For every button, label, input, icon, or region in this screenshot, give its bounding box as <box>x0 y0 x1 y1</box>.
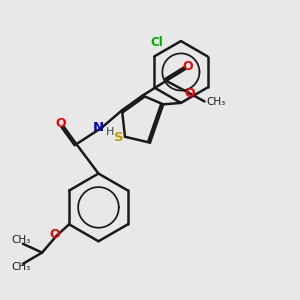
Text: O: O <box>184 87 195 100</box>
Text: N: N <box>93 121 104 134</box>
Text: H: H <box>106 127 114 137</box>
Text: O: O <box>50 228 60 242</box>
Text: S: S <box>114 131 123 144</box>
Text: CH₃: CH₃ <box>12 235 31 245</box>
Text: O: O <box>55 117 65 130</box>
Text: Cl: Cl <box>151 36 164 49</box>
Text: O: O <box>182 61 193 74</box>
Text: CH₃: CH₃ <box>206 97 225 107</box>
Text: CH₃: CH₃ <box>12 262 31 272</box>
